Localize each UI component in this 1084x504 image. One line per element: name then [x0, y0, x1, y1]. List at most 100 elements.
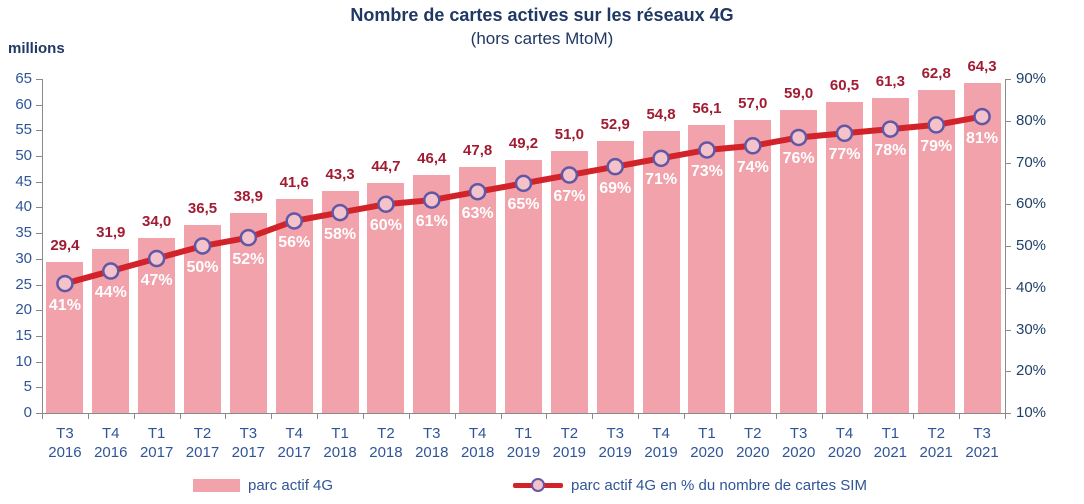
left-axis-tick-label: 20: [15, 301, 32, 319]
x-axis-tick: [363, 413, 364, 419]
x-axis-category-label: T1 2019: [506, 425, 541, 461]
left-axis-tick-label: 5: [23, 378, 32, 396]
x-axis-category-label: T3 2017: [231, 425, 266, 461]
x-axis-tick: [500, 413, 502, 419]
x-axis-category-label: T1 2021: [873, 425, 908, 461]
x-axis-tick: [42, 413, 43, 419]
left-axis-tick: [36, 387, 42, 389]
left-axis-tick-label: 40: [15, 198, 32, 216]
left-axis-tick: [36, 104, 42, 106]
line-point-pct-label: 73%: [690, 162, 723, 180]
x-axis-category-label: T3 2019: [598, 425, 632, 461]
right-axis-tick-label: 40%: [1016, 278, 1047, 296]
x-axis-category-label: T1 2017: [139, 425, 174, 461]
left-axis-tick: [36, 233, 42, 235]
x-axis-tick: [913, 413, 915, 419]
left-axis-tick: [36, 79, 42, 80]
right-axis-tick: [1005, 287, 1011, 289]
left-axis-tick-label: 50: [15, 147, 32, 165]
right-axis-tick-label: 90%: [1016, 70, 1047, 87]
right-axis-tick-label: 20%: [1016, 362, 1047, 380]
x-axis-tick: [133, 413, 135, 419]
bar-value-label: 59,0: [784, 84, 814, 102]
left-axis-unit-label: millions: [8, 40, 65, 57]
x-axis-category-label: T2 2019: [552, 425, 587, 461]
legend-bar-label: parc actif 4G: [248, 476, 334, 494]
right-axis-tick: [1005, 246, 1011, 247]
line-point-pct-label: 78%: [874, 142, 907, 160]
x-axis-tick: [1005, 413, 1006, 419]
bar-value-label: 61,3: [875, 73, 905, 90]
x-axis-tick: [87, 413, 89, 419]
right-axis-tick-label: 50%: [1016, 237, 1047, 254]
line-point-pct-label: 52%: [232, 250, 265, 268]
bar-value-label: 62,8: [921, 65, 951, 83]
line-point-pct-label: 41%: [48, 296, 81, 314]
line-point-pct-label: 67%: [553, 188, 586, 206]
legend-item-line: parc actif 4G en % du nombre de cartes S…: [513, 472, 867, 498]
x-axis-tick: [408, 413, 410, 419]
x-axis-category-label: T4 2016: [94, 425, 128, 461]
x-axis-tick: [546, 413, 548, 419]
x-axis-category-label: T4 2018: [460, 425, 495, 461]
line-point-pct-label: 77%: [828, 146, 861, 164]
right-axis-tick: [1005, 329, 1011, 331]
right-axis-tick: [1005, 371, 1011, 373]
left-axis-tick-label: 0: [23, 404, 32, 421]
x-axis-tick: [684, 413, 685, 419]
line-series-marker-icon: [513, 477, 563, 493]
right-axis-tick-label: 70%: [1016, 153, 1047, 171]
x-axis-category-label: T4 2019: [644, 425, 678, 461]
legend: parc actif 4G parc actif 4G en % du nomb…: [0, 472, 1084, 500]
left-axis-tick-label: 60: [15, 95, 32, 113]
x-axis-line: [42, 413, 1006, 414]
line-point-pct-label: 47%: [140, 271, 173, 289]
legend-line-label: parc actif 4G en % du nombre de cartes S…: [571, 476, 867, 494]
right-axis-tick-label: 60%: [1016, 195, 1047, 213]
left-axis-tick: [36, 181, 42, 183]
x-axis-category-label: T4 2017: [277, 425, 311, 461]
x-axis-category-label: T2 2017: [185, 425, 220, 461]
line-point-pct-label: 71%: [645, 171, 678, 189]
x-axis-tick: [638, 413, 640, 419]
x-axis-tick: [592, 413, 594, 419]
left-axis-tick-label: 65: [15, 70, 32, 87]
line-point-pct-label: 74%: [736, 158, 769, 176]
bar-value-label: 60,5: [829, 77, 860, 95]
left-axis-tick-label: 55: [15, 121, 32, 139]
left-axis-tick: [36, 310, 42, 312]
line-point-pct-label: 58%: [324, 225, 357, 243]
x-axis-category-label: T4 2020: [827, 425, 862, 461]
line-point-pct-label: 61%: [415, 213, 448, 231]
left-axis-tick: [36, 413, 42, 414]
right-axis-tick: [1005, 413, 1011, 414]
x-axis-tick: [179, 413, 181, 419]
x-axis-category-label: T3 2020: [781, 425, 816, 461]
left-axis-tick-label: 45: [15, 172, 32, 190]
x-axis-category-label: T1 2018: [323, 425, 357, 461]
line-point-pct-label: 81%: [966, 129, 999, 147]
x-axis-tick: [729, 413, 731, 419]
right-axis-tick: [1005, 120, 1011, 122]
x-axis-category-label: T3 2016: [48, 425, 82, 461]
bar-series-swatch-icon: [193, 478, 240, 492]
line-point-pct-label: 56%: [278, 233, 311, 251]
x-axis-category-label: T2 2020: [736, 425, 770, 461]
x-axis-category-label: T1 2020: [690, 425, 724, 461]
left-axis-tick: [36, 284, 42, 286]
left-axis-line: [42, 79, 43, 413]
x-axis-tick: [775, 413, 777, 419]
x-axis-tick: [867, 413, 869, 419]
left-axis-tick-label: 25: [15, 275, 32, 293]
left-axis-tick: [36, 335, 42, 337]
line-point-pct-label: 79%: [920, 137, 953, 155]
x-axis-tick: [454, 413, 456, 419]
left-axis-tick: [36, 156, 42, 158]
bar-value-label: 56,1: [692, 99, 722, 117]
chart-title: Nombre de cartes actives sur les réseaux…: [350, 5, 734, 25]
x-axis-tick: [317, 413, 319, 419]
left-axis-tick: [36, 361, 42, 363]
left-axis-tick-label: 35: [15, 224, 32, 242]
line-point-pct-label: 65%: [507, 196, 540, 214]
